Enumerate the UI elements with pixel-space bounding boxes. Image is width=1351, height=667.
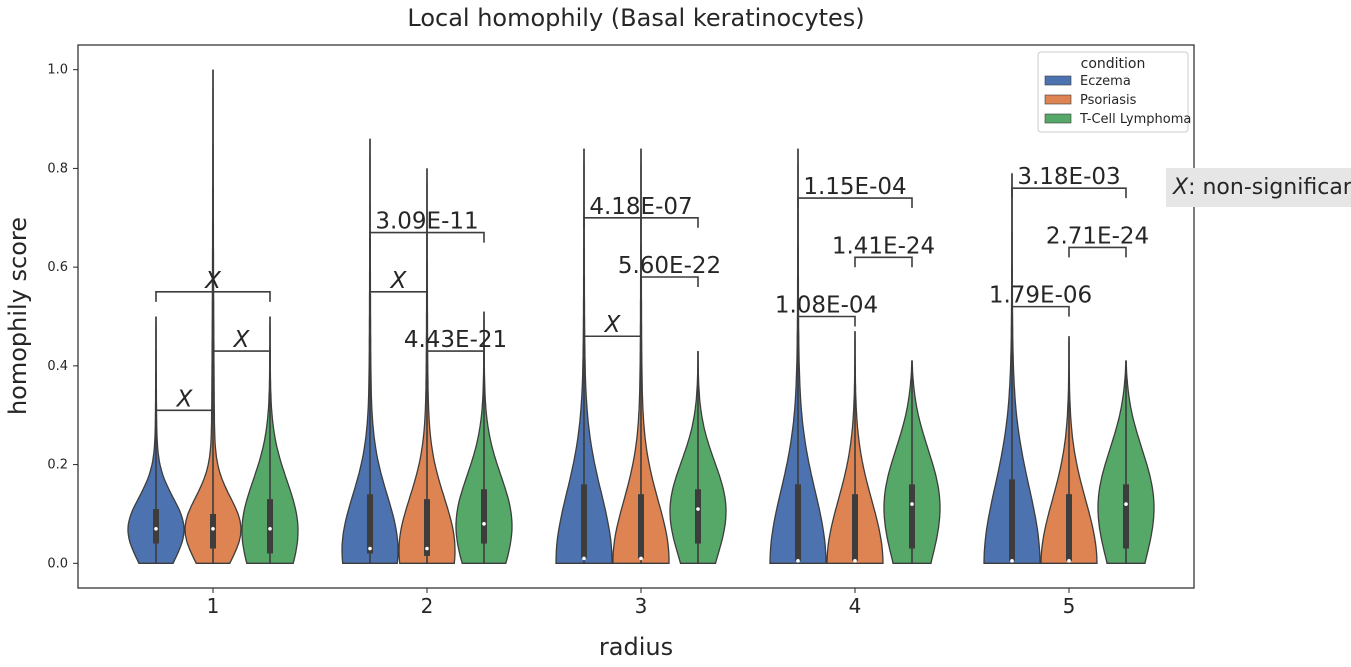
bracket-4 <box>426 350 485 362</box>
violin-eczema-r3-median <box>582 556 586 561</box>
violin-eczema-r4-iqr <box>795 484 801 561</box>
note-label: : non-significant <box>1188 175 1351 200</box>
note-symbol: X <box>1172 175 1189 200</box>
legend-label-2: T-Cell Lymphoma <box>1079 112 1191 127</box>
violin-t-cell-lymphoma-r2-iqr <box>481 489 487 544</box>
violin-eczema-r3-iqr <box>581 484 587 559</box>
violin-t-cell-lymphoma-r3-iqr <box>695 489 701 544</box>
y-tick-label-1: 0.2 <box>47 458 68 473</box>
violins-layer <box>127 69 1155 564</box>
violin-t-cell-lymphoma-r4-median <box>910 502 914 506</box>
annotations-layer: X X X X 4.43E-21 3.09E-11 X 5.60E-22 4.18E-07 1.0… <box>155 164 1149 421</box>
note-text: X: non-significant <box>1172 175 1351 200</box>
bracket-5 <box>369 231 485 243</box>
bracket-label-10: 1.41E-24 <box>832 233 935 259</box>
bracket-label-0: X <box>176 386 194 412</box>
y-tick-label-5: 1.0 <box>47 63 68 78</box>
x-tick-label-0: 1 <box>207 594 220 618</box>
bracket-10 <box>854 256 913 268</box>
violin-eczema-r5-iqr <box>1009 479 1015 561</box>
bracket-label-13: 2.71E-24 <box>1046 223 1149 249</box>
violin-psoriasis-r4-median <box>853 559 857 563</box>
legend-swatch-1 <box>1044 94 1072 105</box>
violin-t-cell-lymphoma-r5-iqr <box>1123 484 1129 549</box>
bracket-label-4: 4.43E-21 <box>404 327 507 353</box>
note-box <box>1166 168 1351 207</box>
violin-t-cell-lymphoma-r2-median <box>482 522 486 526</box>
bracket-label-7: 5.60E-22 <box>618 253 721 279</box>
violin-psoriasis-r3-median <box>639 556 643 561</box>
violin-eczema-r2-iqr <box>367 494 373 554</box>
bracket-1 <box>212 350 271 362</box>
bracket-13 <box>1068 246 1127 258</box>
bracket-label-2: X <box>204 268 222 294</box>
bracket-label-5: 3.09E-11 <box>375 209 478 235</box>
y-tick-label-4: 0.8 <box>47 161 68 176</box>
y-axis-label: homophily score <box>4 217 32 415</box>
x-axis-ticks: 1 2 3 4 5 <box>207 588 1076 618</box>
violin-psoriasis-r4-iqr <box>852 494 858 561</box>
y-axis-ticks: 0.0 0.2 0.4 0.6 0.8 1.0 <box>47 63 78 571</box>
bracket-0 <box>155 409 214 421</box>
bracket-label-12: 1.79E-06 <box>989 283 1092 309</box>
violin-t-cell-lymphoma-r3-median <box>696 507 700 511</box>
y-tick-label-2: 0.4 <box>47 359 68 374</box>
bracket-11 <box>797 197 913 209</box>
violin-psoriasis-r2-median <box>425 546 429 551</box>
bracket-7 <box>640 276 699 288</box>
bracket-label-9: 1.08E-04 <box>775 293 878 319</box>
bracket-12 <box>1011 305 1070 317</box>
violin-t-cell-lymphoma-r1-iqr <box>267 499 273 554</box>
violin-eczema-r1-median <box>154 526 158 531</box>
bracket-8 <box>583 216 699 228</box>
bracket-label-6: X <box>604 312 622 338</box>
legend-label-1: Psoriasis <box>1080 93 1137 108</box>
violin-psoriasis-r5-median <box>1067 559 1071 563</box>
legend-box <box>1037 51 1189 133</box>
y-tick-label-0: 0.0 <box>47 556 68 571</box>
violin-eczema-r1-iqr <box>153 509 159 544</box>
violin-t-cell-lymphoma-r1-median <box>268 526 272 531</box>
bracket-label-8: 4.18E-07 <box>589 194 692 220</box>
violin-t-cell-lymphoma-r4-iqr <box>909 484 915 549</box>
significance-note: X: non-significant <box>1166 168 1351 207</box>
bracket-2 <box>155 291 271 302</box>
bracket-9 <box>797 315 856 327</box>
violin-eczema-r4-median <box>796 559 800 563</box>
bracket-label-3: X <box>390 268 408 294</box>
x-tick-label-2: 3 <box>635 594 648 618</box>
legend-entries: Eczema Psoriasis T-Cell Lymphoma <box>1044 74 1191 127</box>
legend-swatch-2 <box>1044 113 1072 124</box>
x-axis-label: radius <box>599 633 673 661</box>
bracket-label-1: X <box>233 327 251 353</box>
violin-eczema-r5-median <box>1010 559 1014 563</box>
violin-psoriasis-r1-iqr <box>210 513 216 549</box>
violin-psoriasis-r5-iqr <box>1066 494 1072 561</box>
chart-title: Local homophily (Basal keratinocytes) <box>407 4 864 32</box>
bracket-14 <box>1011 187 1127 199</box>
legend-title: condition <box>1081 56 1146 72</box>
violin-t-cell-lymphoma-r5-median <box>1124 502 1128 506</box>
x-tick-label-4: 5 <box>1063 594 1076 618</box>
y-tick-label-3: 0.6 <box>47 260 68 275</box>
bracket-6 <box>583 335 642 347</box>
plot-frame <box>77 44 1195 589</box>
violin-psoriasis-r1-median <box>211 526 215 531</box>
bracket-label-14: 3.18E-03 <box>1017 164 1120 190</box>
bracket-label-11: 1.15E-04 <box>803 174 906 200</box>
legend-swatch-0 <box>1044 75 1072 86</box>
violin-eczema-r2-median <box>368 546 372 551</box>
violin-psoriasis-r3-iqr <box>638 494 644 559</box>
legend-label-0: Eczema <box>1080 74 1131 89</box>
legend: condition Eczema Psoriasis T-Cell Lymphoma <box>1037 51 1191 133</box>
bracket-3 <box>369 291 428 302</box>
x-tick-label-1: 2 <box>421 594 434 618</box>
x-tick-label-3: 4 <box>849 594 862 618</box>
violin-psoriasis-r2-iqr <box>424 499 430 556</box>
